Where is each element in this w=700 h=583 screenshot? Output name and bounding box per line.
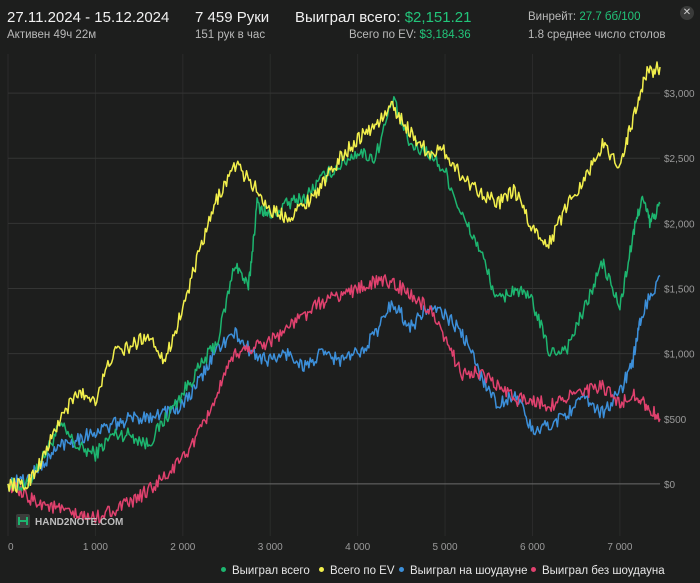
x-tick-label: 4 000 [345,542,370,553]
legend-won-dot [221,567,226,573]
hand2note-logo: HAND2NOTE.COM [16,514,123,528]
x-tick-label: 5 000 [433,542,458,553]
ev-total-value: $3,184.36 [419,29,471,41]
x-tick-label: 3 000 [258,542,283,553]
chart-lines [7,61,661,524]
winrate-value: 27.7 бб/100 [579,11,641,23]
x-axis-ticks: 0 1 000 2 000 3 000 4 000 5 000 6 000 7 000 [8,542,633,553]
date-range: 27.11.2024 - 15.12.2024 [7,9,170,26]
legend-ev[interactable]: Всего по EV [319,565,395,577]
series-line-showdown [7,274,661,492]
legend-showdown[interactable]: Выиграл на шоудауне [399,565,528,577]
x-tick-label: 6 000 [520,542,545,553]
series-line-nonshowdown [7,274,661,524]
ev-total-label: Всего по EV: [349,29,417,41]
chart-grid [7,54,660,536]
x-tick-label: 1 000 [83,542,108,553]
x-tick-label: 7 000 [607,542,632,553]
y-tick-label: $2,500 [664,154,695,165]
stats-header: 27.11.2024 - 15.12.2024 Активен 49ч 22м … [0,0,700,46]
avg-tables: 1.8 среднее число столов [528,29,666,41]
x-tick-label: 2 000 [170,542,195,553]
active-time: Активен 49ч 22м [7,29,97,41]
legend-nonshowdown[interactable]: Выиграл без шоудауна [531,565,665,577]
y-tick-label: $0 [664,480,676,491]
won-total: Выиграл всего: $2,151.21 [295,9,471,26]
y-tick-label: $2,000 [664,219,695,230]
hands-per-hour: 151 рук в час [195,29,266,41]
won-total-value: $2,151.21 [404,9,472,26]
y-tick-label: $1,500 [664,284,695,295]
close-icon[interactable]: ✕ [680,6,694,20]
ev-total: Всего по EV: $3,184.36 [349,29,471,41]
winrate: Винрейт: 27.7 бб/100 [528,11,640,23]
chart-legend: Выиграл всего Всего по EV Выиграл на шоу… [0,558,700,583]
y-tick-label: $500 [664,415,687,426]
won-total-label: Выиграл всего: [295,9,401,26]
series-line-ev [7,61,661,493]
y-tick-label: $3,000 [664,89,695,100]
legend-ev-dot [319,567,324,573]
legend-nonshowdown-dot [531,567,536,573]
legend-won[interactable]: Выиграл всего [221,565,310,577]
legend-showdown-dot [399,567,404,573]
logo-text: HAND2NOTE.COM [35,517,123,528]
y-tick-label: $1,000 [664,350,695,361]
series-line-won [7,96,661,494]
winrate-label: Винрейт: [528,11,577,23]
hands-count: 7 459 Руки [195,9,270,26]
bankroll-chart: $0 $500 $1,000 $1,500 $2,000 $2,500 $3,000 0 1 … [7,54,695,553]
y-axis-ticks: $0 $500 $1,000 $1,500 $2,000 $2,500 $3,000 [664,89,695,491]
x-tick-label: 0 [8,542,14,553]
